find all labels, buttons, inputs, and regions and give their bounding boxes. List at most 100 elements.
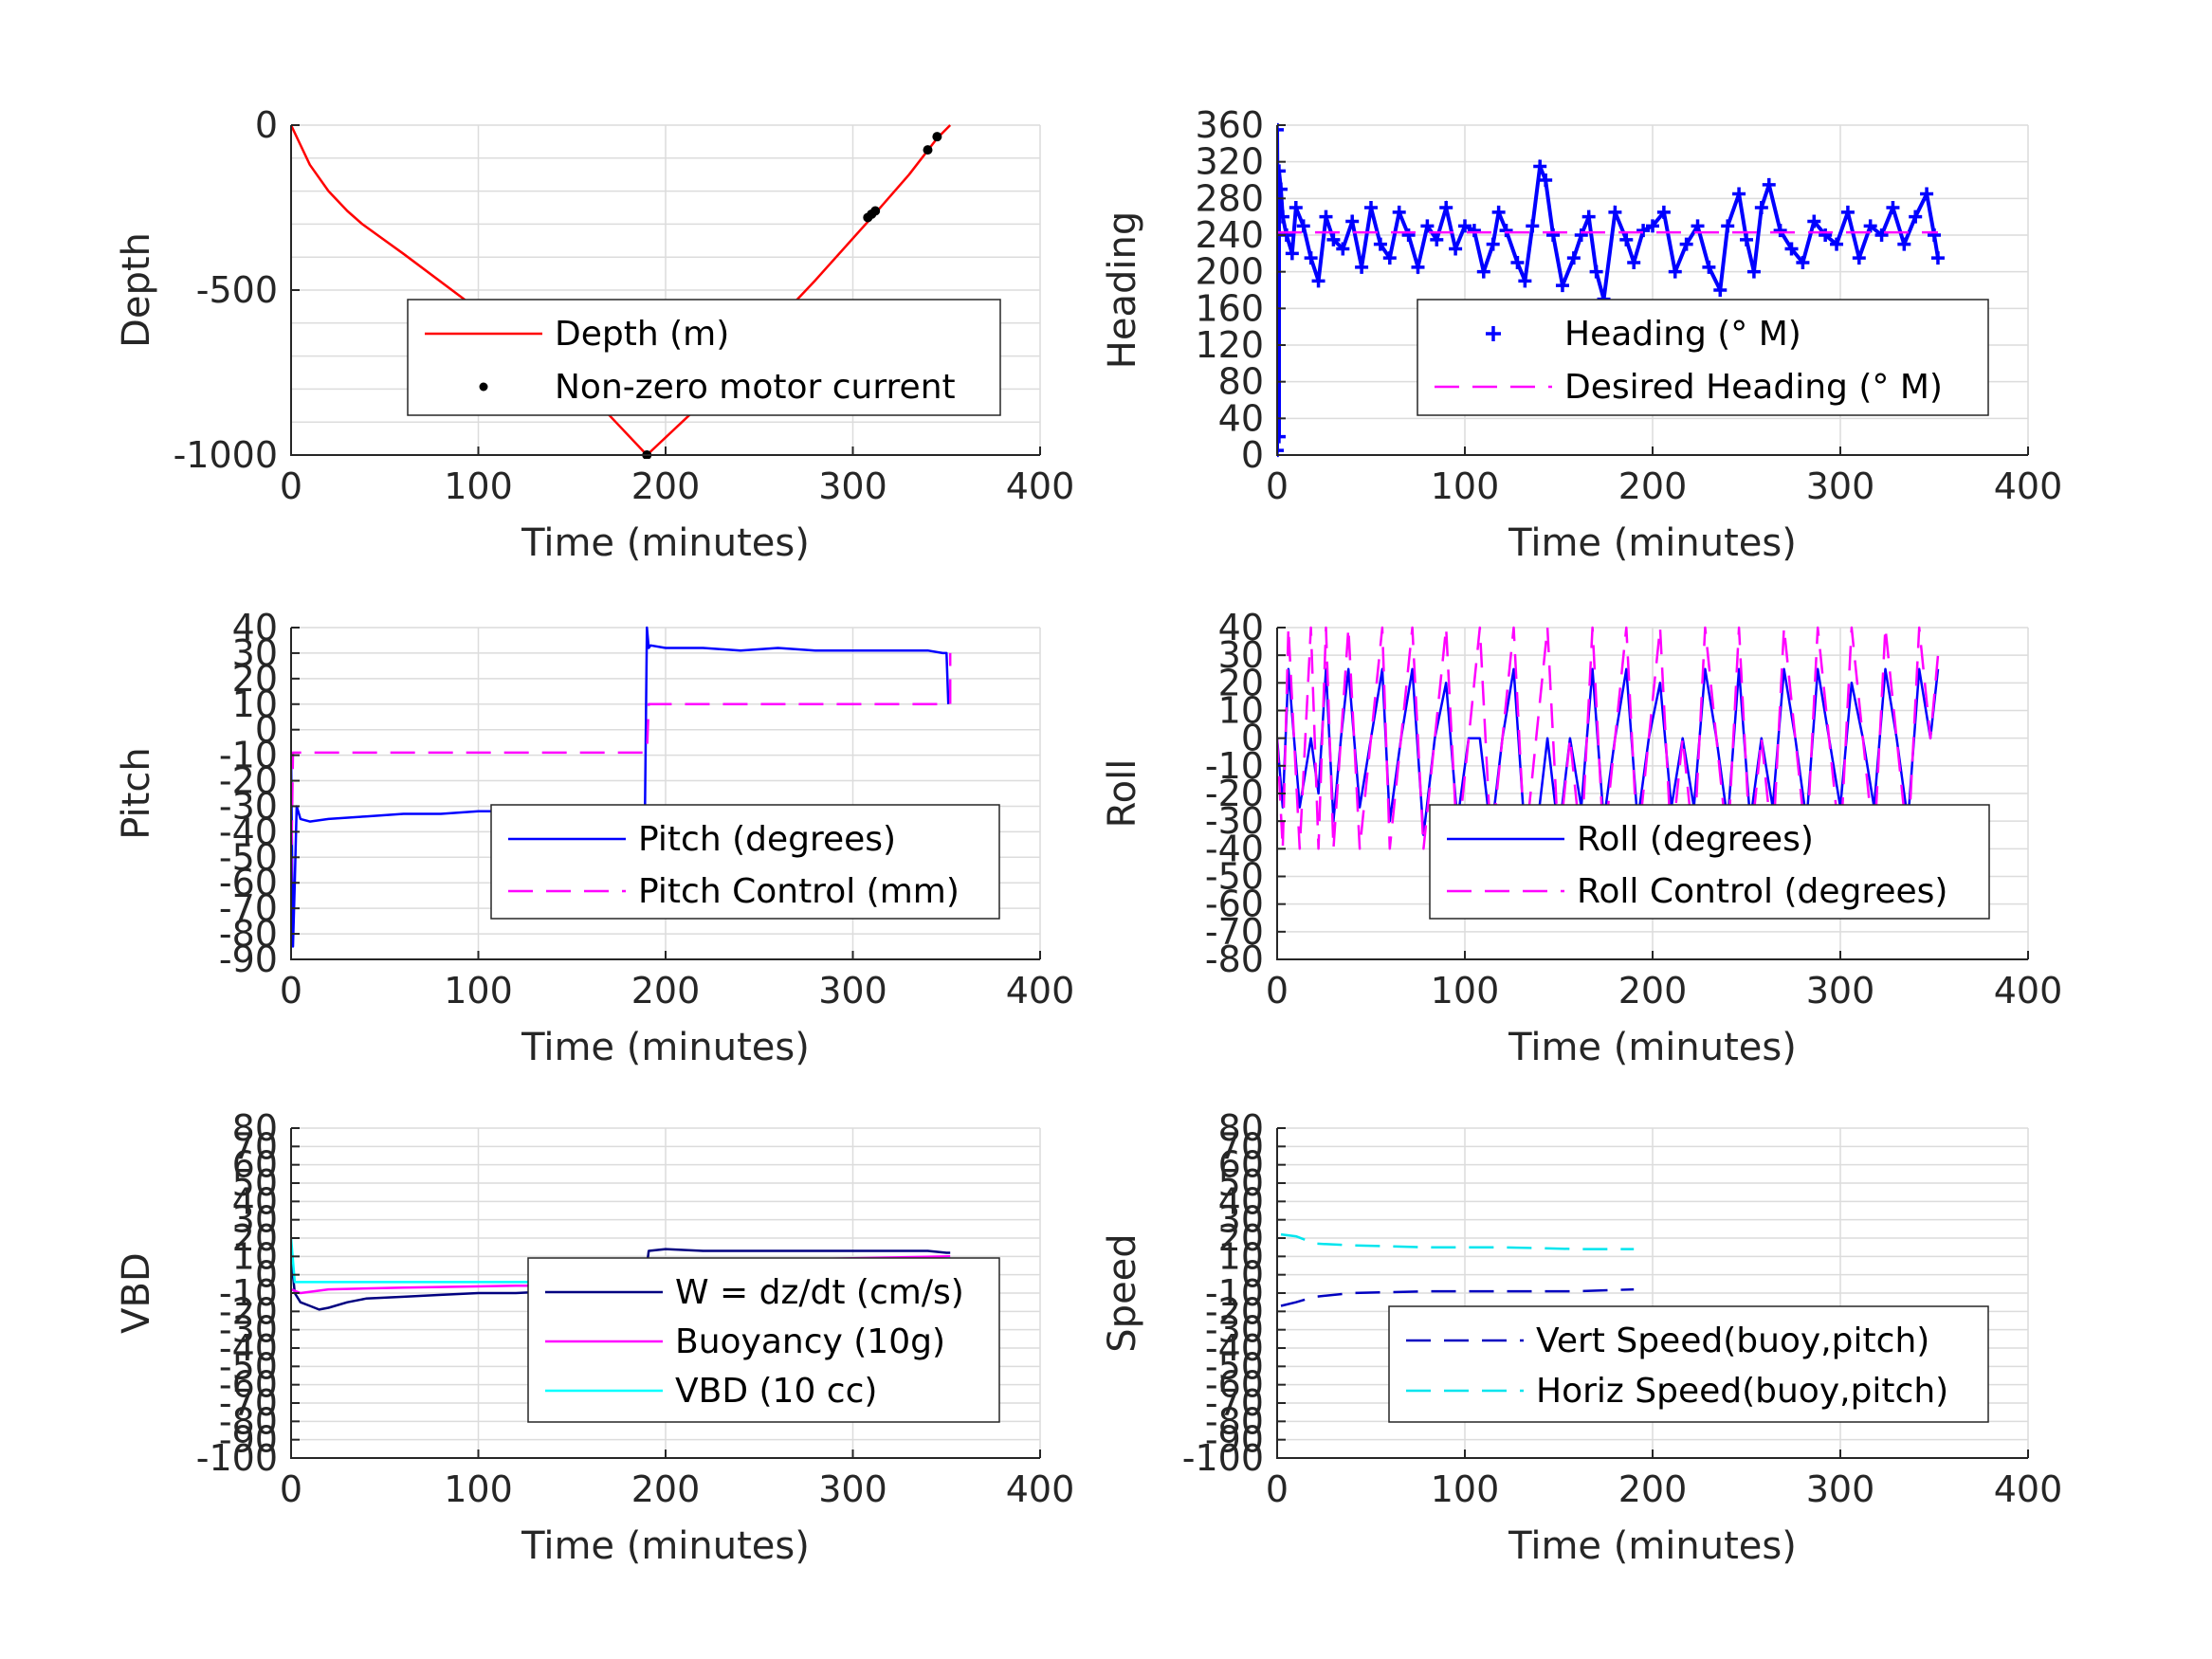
roll-ytick-label: -70 (1205, 911, 1264, 953)
speed-chart: 0 100 200 300 40080706050403020100-10-20-30-… (1101, 1107, 2062, 1568)
vbd-ytick-label: -50 (219, 1345, 278, 1387)
heading-series-heading-m-point (1476, 264, 1490, 279)
pitch-ytick-label: 40 (232, 607, 278, 648)
vbd-x-axis-label: Time (minutes) (521, 1524, 810, 1568)
depth-y-axis-label: Depth (115, 232, 158, 348)
heading-series-heading-m-point (1364, 201, 1378, 214)
vbd-xtick-label: 400 (1006, 1468, 1075, 1510)
pitch-ytick-label: -60 (219, 862, 278, 903)
heading-series-heading-m-point (1619, 232, 1634, 246)
depth-xtick-label: 100 (444, 465, 513, 507)
roll-xtick-label: 300 (1806, 970, 1875, 1012)
heading-ytick-label: 200 (1195, 251, 1264, 293)
vbd-ytick-label: 30 (232, 1199, 278, 1241)
vbd-ytick-label: -80 (219, 1400, 278, 1442)
speed-legend-box (1388, 1305, 1989, 1423)
vbd-legend-label: VBD (10 cc) (675, 1372, 877, 1411)
heading-ytick-label: 320 (1195, 141, 1264, 183)
heading-xtick-label: 300 (1806, 465, 1875, 507)
roll-ytick-label: 0 (1241, 718, 1264, 759)
heading-series-heading-m-point (1277, 164, 1286, 178)
pitch-chart: 0 100 200 300 400403020100-10-20-30-40-50-60… (115, 607, 1074, 1069)
vbd-ytick-label: -100 (196, 1437, 278, 1479)
speed-ytick-label: 20 (1218, 1217, 1264, 1259)
depth-series-non-zero-motor-current-point (932, 132, 942, 142)
pitch-ytick-label: -70 (219, 887, 278, 929)
heading-series-heading-m-point (1533, 159, 1547, 173)
speed-xtick-label: 100 (1431, 1468, 1500, 1510)
heading-series-heading-m-point (1355, 260, 1369, 274)
heading-ytick-label: 240 (1195, 214, 1264, 256)
vbd-xtick-label: 0 (280, 1468, 302, 1510)
speed-ytick-label: -100 (1182, 1437, 1264, 1479)
pitch-ytick-label: -30 (219, 785, 278, 827)
heading-series-heading-m-point (1277, 122, 1284, 137)
speed-ytick-label: -90 (1205, 1419, 1264, 1461)
vbd-ytick-label: 60 (232, 1144, 278, 1186)
vbd-ytick-label: 20 (232, 1217, 278, 1259)
heading-ytick-label: 40 (1218, 397, 1264, 439)
heading-series-heading-m-point (1566, 251, 1581, 265)
vbd-ytick-label: -20 (219, 1290, 278, 1332)
speed-ytick-label: 50 (1218, 1162, 1264, 1204)
heading-series-heading-m-point (1897, 237, 1911, 251)
vbd-legend-label: W = dz/dt (cm/s) (675, 1273, 964, 1312)
depth-xtick-label: 200 (631, 465, 701, 507)
heading-series-heading-m-point (1740, 232, 1753, 246)
pitch-ytick-label: -10 (219, 735, 278, 776)
roll-ytick-label: -60 (1205, 884, 1264, 925)
depth-legend: Depth (m) Non-zero motor current (407, 299, 1001, 416)
vbd-ytick-label: 10 (232, 1235, 278, 1277)
speed-ytick-label: -20 (1205, 1290, 1264, 1332)
speed-ytick-label: -10 (1205, 1272, 1264, 1314)
heading-xtick-label: 200 (1618, 465, 1688, 507)
heading-series-heading-m-point (1420, 219, 1435, 233)
roll-ytick-label: 20 (1218, 662, 1264, 703)
depth-series-non-zero-motor-current-point (870, 206, 881, 216)
pitch-ytick-label: -90 (219, 939, 278, 980)
heading-y-axis-label: Heading (1101, 211, 1144, 369)
heading-series-heading-m-point (1311, 274, 1325, 288)
depth-ytick-label: 0 (255, 104, 278, 146)
speed-series-vert-speed-buoy-pitch (1280, 1287, 1635, 1307)
depth-xtick-label: 300 (818, 465, 887, 507)
heading-series-heading-m-point (1796, 256, 1810, 269)
heading-series-heading-m-point (1627, 256, 1641, 269)
vbd-ytick-label: -10 (219, 1272, 278, 1314)
heading-xtick-label: 400 (1994, 465, 2063, 507)
heading-series-group (1277, 122, 1945, 458)
roll-xtick-label: 200 (1618, 970, 1688, 1012)
speed-series-group (1280, 1232, 1635, 1307)
depth-chart: 0 100 200 300 400 0 -500 -1000 Time (minutes) Dep… (115, 104, 1074, 565)
heading-series-heading-m-point (1277, 444, 1284, 458)
heading-ytick-label: 80 (1218, 361, 1264, 403)
depth-x-axis-label: Time (minutes) (521, 521, 810, 565)
heading-series-heading-m-point (1930, 251, 1945, 265)
roll-ytick-label: 40 (1218, 607, 1264, 648)
speed-legend: Vert Speed(buoy,pitch) Horiz Speed(buoy,p… (1388, 1305, 1989, 1423)
pitch-legend-box (490, 804, 1000, 920)
pitch-xtick-label: 100 (444, 970, 513, 1012)
speed-ytick-label: -50 (1205, 1345, 1264, 1387)
roll-x-axis-label: Time (minutes) (1508, 1026, 1797, 1069)
pitch-ytick-label: 30 (232, 632, 278, 674)
pitch-ytick-label: 20 (232, 658, 278, 700)
roll-ytick-label: 10 (1218, 690, 1264, 732)
heading-series-heading-m-point (1439, 201, 1453, 214)
heading-series-heading-m-point (1721, 219, 1735, 233)
heading-legend: Heading (° M) Desired Heading (° M) (1417, 299, 1989, 416)
vbd-ytick-label: 80 (232, 1107, 278, 1149)
heading-series-heading-m-point (1277, 429, 1286, 444)
vbd-xtick-label: 200 (631, 1468, 701, 1510)
depth-legend-label: Depth (m) (555, 315, 729, 354)
speed-legend-label: Horiz Speed(buoy,pitch) (1536, 1372, 1948, 1411)
pitch-xtick-label: 300 (818, 970, 887, 1012)
heading-series-heading-m-point (1277, 182, 1288, 196)
heading-series-heading-m-point (1336, 242, 1350, 256)
roll-legend-label: Roll (degrees) (1577, 820, 1814, 859)
vbd-ytick-label: -30 (219, 1309, 278, 1351)
roll-legend-box (1429, 804, 1990, 920)
pitch-ytick-label: -20 (219, 760, 278, 802)
heading-series-heading-m-point (1326, 232, 1341, 246)
